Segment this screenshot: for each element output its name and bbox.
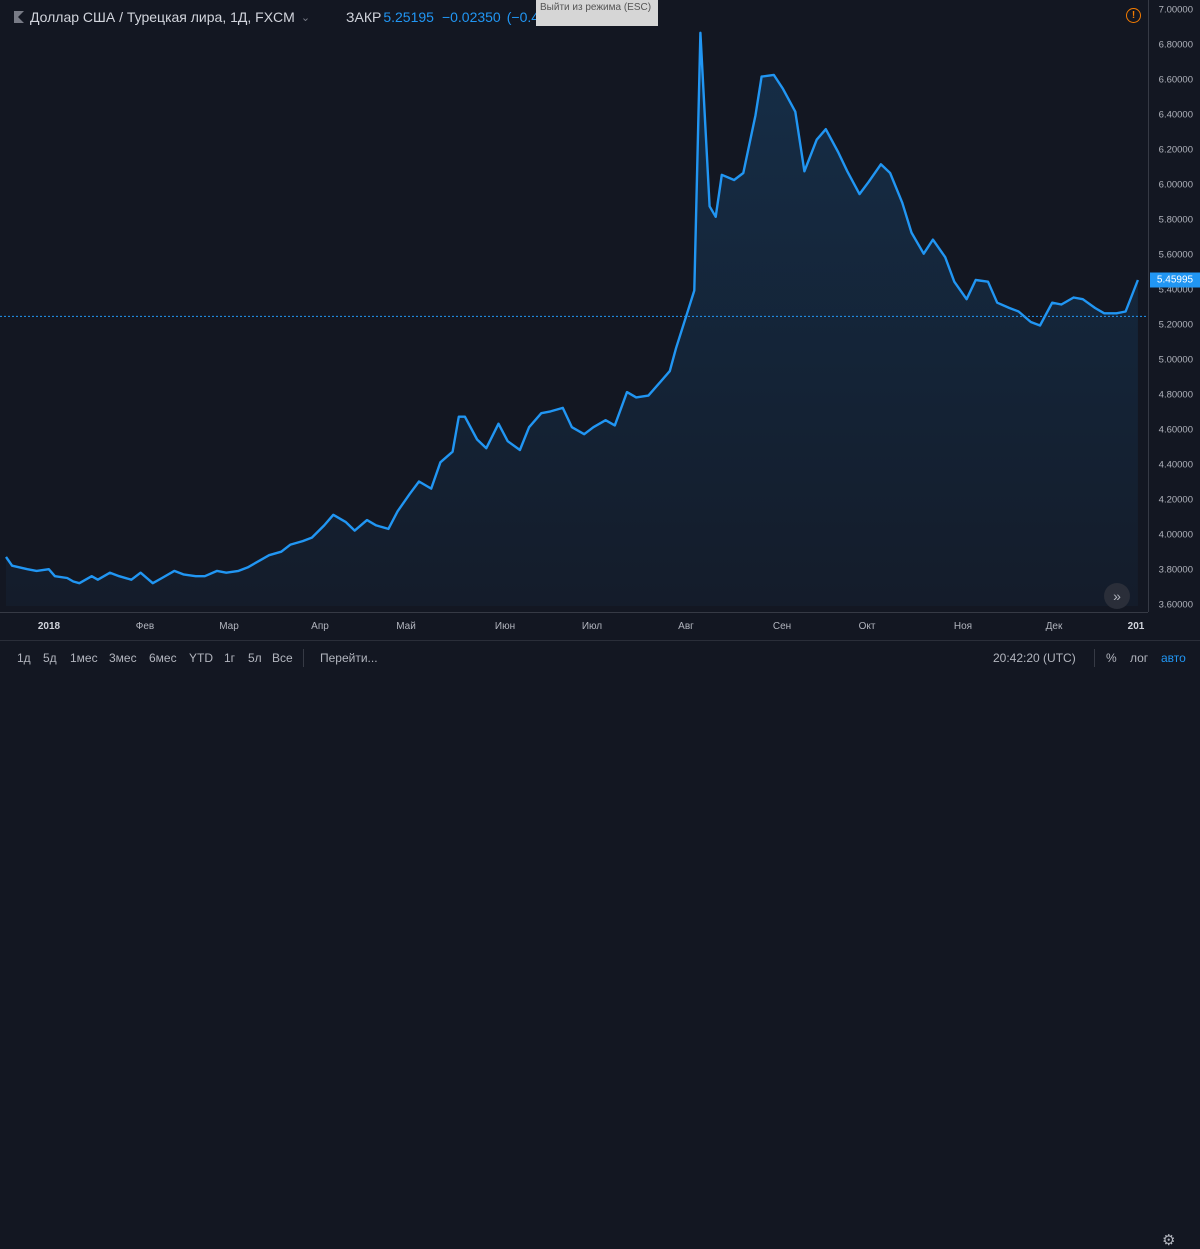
goto-date-button[interactable]: Перейти... [320,651,378,665]
time-axis[interactable]: ⚙ 2018 Фев Мар Апр Май Июн Июл Авг Сен Окт Ноя Дек 2… [0,612,1175,1249]
last-price-label: 5.45995 [1150,272,1200,288]
range-button[interactable]: Все [272,651,293,665]
utc-clock[interactable]: 20:42:20 (UTC) [993,651,1076,665]
time-tick-label: Июл [581,621,603,632]
divider [1094,649,1095,667]
divider [303,649,304,667]
price-tick-label: 4.80000 [1158,389,1193,401]
alert-icon[interactable]: ! [1126,8,1141,23]
time-tick-label: Дек [1045,621,1063,632]
time-tick-label: Мар [219,621,239,632]
price-tick-label: 4.40000 [1158,459,1193,471]
price-tick-label: 4.20000 [1158,494,1193,506]
percent-scale-toggle[interactable]: % [1106,651,1117,665]
time-tick-label: Апр [311,621,329,632]
time-tick-label: Окт [858,621,876,632]
chevron-down-icon[interactable]: ⌄ [300,11,311,24]
time-tick-label: Фев [135,621,155,632]
price-tick-label: 5.00000 [1158,354,1193,366]
range-button[interactable]: 3мес [109,651,137,665]
range-button[interactable]: 5л [248,651,262,665]
range-button[interactable]: YTD [189,651,213,665]
time-tick-label: 2018 [37,621,61,632]
range-button[interactable]: 6мес [149,651,177,665]
price-tick-label: 4.00000 [1158,529,1193,541]
chart-area[interactable]: Доллар США / Турецкая лира, 1Д, FXCM ⌄ З… [0,0,1148,612]
price-tick-label: 3.60000 [1158,599,1193,611]
price-tick-label: 6.60000 [1158,74,1193,86]
scroll-to-realtime-button[interactable]: » [1104,583,1130,609]
range-button[interactable]: 1д [17,651,31,665]
price-tick-label: 6.20000 [1158,144,1193,156]
price-tick-label: 5.20000 [1158,319,1193,331]
time-tick-label: Авг [678,621,694,632]
time-tick-label: Июн [494,621,516,632]
price-tick-label: 3.80000 [1158,564,1193,576]
price-series-line [5,31,1140,585]
range-button[interactable]: 1мес [70,651,98,665]
price-area-fill [6,32,1138,607]
close-value: 5.25195 [383,9,434,25]
change-value: −0.02350 [441,9,501,25]
price-tick-label: 5.40000 [1158,284,1193,296]
time-tick-label: Сен [772,621,792,632]
price-tick-label: 4.60000 [1158,424,1193,436]
price-tick-label: 5.60000 [1158,249,1193,261]
price-tick-label: 6.40000 [1158,109,1193,121]
bottom-toolbar: 1д 5д 1мес 3мес 6мес YTD 1г 5л Все Перейти... 20… [0,640,1200,676]
time-tick-label: Май [396,621,416,632]
exit-fullscreen-tooltip[interactable]: Выйти из режима (ESC) [536,0,658,26]
range-button[interactable]: 1г [224,651,236,665]
symbol-title[interactable]: Доллар США / Турецкая лира, 1Д, FXCM [30,9,295,25]
price-tick-label: 5.80000 [1158,214,1193,226]
log-scale-toggle[interactable]: лог [1130,651,1149,665]
price-tick-label: 6.80000 [1158,39,1193,51]
auto-scale-toggle[interactable]: авто [1161,651,1186,665]
price-line-plot [0,31,1148,607]
time-tick-label: 201 [1127,621,1145,632]
gear-icon[interactable]: ⚙ [1162,1232,1176,1249]
price-axis[interactable]: 7.00000 6.80000 6.60000 6.40000 6.20000 6.000… [1148,0,1200,612]
price-tick-label: 6.00000 [1158,179,1193,191]
price-tick-label: 7.00000 [1158,4,1193,16]
close-label: ЗАКР [346,9,382,25]
time-tick-label: Ноя [953,621,973,632]
flag-icon [14,11,24,23]
chart-legend: Доллар США / Турецкая лира, 1Д, FXCM ⌄ З… [14,9,547,25]
range-button[interactable]: 5д [43,651,57,665]
